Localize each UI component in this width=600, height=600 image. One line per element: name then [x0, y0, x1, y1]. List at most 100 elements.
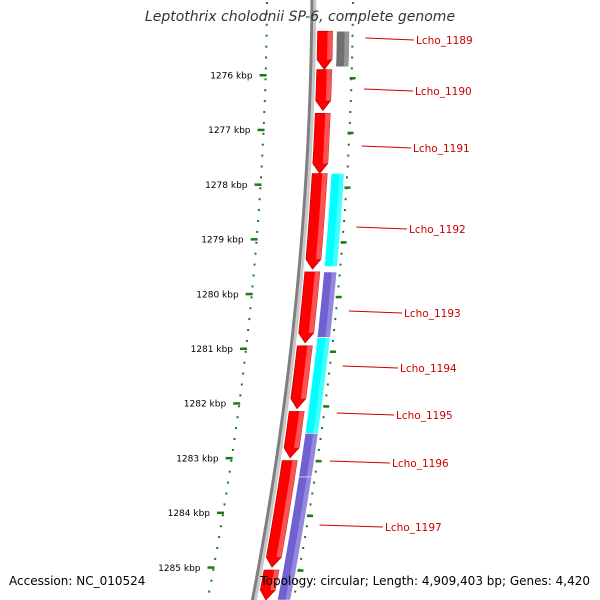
- axis-tick-major: [259, 74, 267, 77]
- gene-labels: Lcho_1189 Lcho_1190 Lcho_1191 Lcho_1192 Lcho…: [385, 35, 473, 534]
- axis-dot: [239, 394, 242, 397]
- axis-tick-major: [257, 128, 265, 132]
- axis-dot: [264, 67, 267, 70]
- axis-dot: [265, 23, 268, 26]
- axis-tick-major: [323, 405, 330, 408]
- axis-dot: [233, 438, 236, 440]
- forward-gene-highlight: [276, 460, 298, 558]
- axis-dot: [256, 230, 259, 233]
- axis-dot: [321, 427, 323, 430]
- forward-gene-highlight: [300, 345, 313, 399]
- axis-dot: [218, 536, 221, 539]
- axis-dot: [260, 165, 263, 168]
- axis-tick-major: [315, 459, 322, 463]
- gene-label: Lcho_1191: [413, 143, 470, 155]
- axis-dot-track-right: [294, 2, 354, 593]
- axis-tick-major: [233, 402, 241, 405]
- axis-dot: [343, 220, 346, 222]
- axis-tick-major: [347, 131, 354, 135]
- axis-dot: [314, 470, 317, 473]
- axis-dot: [333, 329, 336, 331]
- axis-dot: [346, 176, 348, 179]
- forward-strand-genes: [259, 30, 333, 600]
- axis-labels: 1276 kbp 1277 kbp 1278 kbp 1279 kbp 1280 kbp…: [158, 72, 253, 574]
- reverse-gene-shade: [332, 173, 345, 267]
- axis-dot: [242, 372, 245, 375]
- axis-dot: [305, 525, 308, 528]
- axis-dot: [227, 481, 229, 484]
- axis-dot: [344, 198, 347, 201]
- gene-label: Lcho_1196: [392, 458, 449, 470]
- genome-backbone: [250, 0, 314, 600]
- axis-dot: [240, 383, 243, 386]
- axis-tick-major: [225, 456, 233, 460]
- axis-dot: [339, 263, 342, 266]
- axis-dot: [265, 34, 268, 37]
- axis-tick-major: [207, 566, 215, 569]
- axis-label: 1278 kbp: [205, 181, 248, 191]
- axis-dot: [244, 350, 247, 353]
- axis-dot: [236, 416, 239, 419]
- axis-dot: [259, 187, 262, 190]
- gene-label: Lcho_1190: [415, 86, 472, 98]
- gene-label: Lcho_1189: [416, 35, 473, 47]
- axis-tick-major: [349, 77, 356, 80]
- reverse-gene-shade: [313, 337, 331, 434]
- axis-dot: [249, 307, 252, 310]
- axis-label: 1277 kbp: [208, 126, 251, 136]
- gene-label-line: [364, 88, 414, 92]
- axis-dot: [230, 459, 233, 462]
- axis-dot: [351, 2, 354, 4]
- forward-gene-highlight: [308, 271, 320, 333]
- axis-dot: [331, 339, 334, 342]
- axis-tick-major: [340, 241, 347, 244]
- axis-dot: [231, 448, 234, 451]
- axis-dot: [253, 263, 256, 266]
- forward-gene-highlight: [315, 173, 328, 260]
- axis-label: 1280 kbp: [196, 290, 239, 300]
- axis-dot: [326, 383, 329, 386]
- axis-dot: [247, 329, 250, 331]
- axis-label: 1279 kbp: [201, 236, 244, 246]
- axis-dot: [251, 285, 254, 288]
- forward-gene-highlight: [325, 69, 332, 101]
- axis-dot: [263, 111, 266, 113]
- axis-label: 1284 kbp: [168, 509, 211, 519]
- axis-tick-major: [254, 183, 262, 186]
- axis-dot: [351, 34, 354, 37]
- gene-label: Lcho_1194: [400, 363, 457, 375]
- map-title: Leptothrix cholodnii SP-6, complete geno…: [144, 9, 456, 25]
- forward-gene-highlight: [270, 570, 279, 591]
- axis-dot: [317, 448, 320, 451]
- axis-dot: [255, 241, 258, 244]
- axis-dot: [216, 547, 219, 549]
- axis-dot: [228, 470, 231, 473]
- reverse-strand-genes: [277, 30, 350, 600]
- topology-text: Topology: circular; Length: 4,909,403 bp…: [260, 574, 590, 588]
- gene-label-line: [329, 460, 391, 464]
- axis-dot: [265, 12, 268, 15]
- forward-gene-highlight: [294, 411, 305, 448]
- accession-text: Accession: NC_010524: [9, 574, 146, 588]
- gene-label-line: [319, 524, 384, 528]
- axis-tick-major: [335, 295, 342, 299]
- axis-dot: [338, 274, 341, 277]
- axis-dot: [296, 579, 299, 582]
- axis-dot: [264, 78, 267, 81]
- axis-dot: [351, 23, 354, 26]
- axis-dot: [349, 100, 352, 103]
- axis-dot: [351, 12, 354, 15]
- axis-dot: [248, 318, 251, 321]
- axis-dot: [349, 111, 352, 113]
- reverse-gene-shade: [325, 271, 337, 338]
- axis-tick-major: [307, 514, 313, 518]
- gene-label: Lcho_1195: [396, 410, 453, 422]
- axis-dot: [351, 56, 354, 59]
- reverse-gene-shade: [343, 31, 350, 67]
- axis-tick-major: [217, 511, 224, 515]
- axis-tick-major: [245, 292, 253, 296]
- axis-dot: [243, 361, 246, 364]
- axis-dot: [214, 557, 217, 560]
- reverse-gene-block: [323, 173, 345, 267]
